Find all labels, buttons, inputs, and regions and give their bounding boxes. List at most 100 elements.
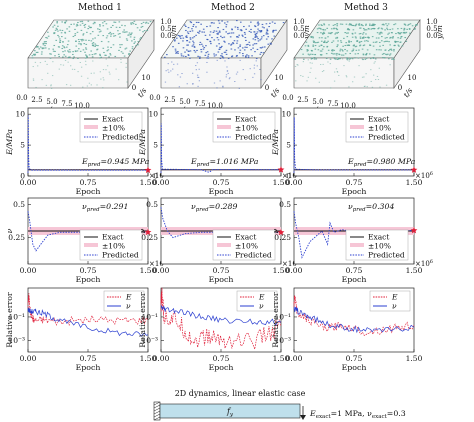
point-mark — [378, 67, 380, 69]
point-mark — [106, 35, 109, 37]
point-mark — [384, 29, 386, 31]
point-mark — [85, 48, 88, 50]
point-mark — [64, 32, 67, 34]
y-tick-label: 10⁻¹ — [141, 312, 158, 321]
predicted-line — [160, 123, 282, 173]
legend: Exact±10%Predicted — [212, 229, 276, 261]
point-mark — [222, 85, 224, 87]
point-mark — [187, 27, 190, 29]
point-mark — [310, 35, 312, 38]
point-mark — [372, 45, 375, 47]
error-E-line — [27, 293, 149, 327]
point-mark — [218, 30, 221, 32]
point-mark — [384, 37, 387, 39]
point-mark — [372, 41, 375, 43]
point-mark — [389, 44, 391, 46]
point-mark — [217, 32, 220, 34]
point-mark — [318, 27, 320, 29]
point-mark — [306, 80, 308, 82]
point-mark — [39, 62, 42, 64]
predicted-value-label: Epred=0.945 MPa — [81, 157, 150, 168]
point-mark — [243, 25, 245, 28]
point-mark — [311, 53, 314, 55]
point-mark — [312, 40, 315, 42]
point-mark — [337, 31, 340, 33]
point-mark — [374, 24, 376, 26]
load-arrowhead — [300, 415, 306, 420]
point-mark — [351, 32, 354, 34]
t-tick-label: 0 — [265, 84, 269, 92]
point-mark — [128, 54, 130, 56]
point-mark — [55, 27, 58, 29]
point-mark — [200, 51, 203, 53]
point-mark — [96, 49, 98, 51]
point-mark — [389, 64, 391, 66]
point-mark — [213, 30, 216, 32]
point-mark — [82, 86, 84, 88]
predicted-line — [160, 207, 282, 239]
point-mark — [379, 86, 381, 88]
point-mark — [295, 80, 297, 82]
point-mark — [351, 33, 354, 35]
x-tick-label: 0.00 — [20, 354, 37, 363]
point-mark — [102, 69, 105, 71]
point-mark — [53, 24, 56, 26]
point-mark — [401, 45, 404, 47]
point-mark — [202, 45, 204, 47]
point-mark — [167, 69, 169, 71]
point-mark — [348, 24, 351, 26]
point-mark — [58, 36, 60, 38]
point-mark — [344, 53, 347, 55]
point-mark — [226, 66, 228, 68]
point-mark — [230, 48, 233, 50]
point-mark — [244, 79, 246, 81]
point-mark — [262, 35, 265, 37]
point-mark — [32, 78, 35, 80]
final-star — [410, 226, 418, 234]
point-mark — [112, 33, 115, 35]
point-mark — [415, 24, 417, 26]
x-tick-label: 1.50 — [140, 266, 157, 275]
point-mark — [217, 27, 219, 29]
point-mark — [105, 58, 107, 60]
point-mark — [370, 28, 373, 30]
point-mark — [336, 52, 338, 55]
error-nu-line — [293, 306, 415, 334]
x-tick-label: 0.75 — [346, 178, 363, 187]
point-mark — [63, 54, 65, 56]
point-mark — [179, 37, 182, 39]
point-mark — [177, 51, 179, 53]
point-mark — [186, 44, 188, 46]
x-axis-label: Epoch — [209, 363, 234, 372]
point-mark — [197, 76, 199, 78]
point-mark — [142, 21, 145, 23]
point-mark — [174, 48, 177, 50]
point-mark — [114, 21, 117, 23]
x-axis-label: Epoch — [342, 187, 367, 196]
point-mark — [39, 46, 42, 48]
point-mark — [225, 31, 228, 33]
point-mark — [37, 65, 39, 67]
x-axis-label: Epoch — [209, 187, 234, 196]
point-mark — [78, 43, 80, 45]
y-tick-label: 0.5 — [13, 200, 25, 209]
point-mark — [64, 55, 67, 57]
point-mark — [236, 26, 239, 28]
point-mark — [325, 53, 328, 55]
point-mark — [50, 84, 52, 86]
point-mark — [177, 52, 179, 54]
x-tick-label: 1.50 — [406, 354, 423, 363]
point-mark — [45, 43, 47, 45]
point-mark — [32, 66, 34, 68]
y-tick-label: 0.0 — [426, 32, 437, 40]
point-mark — [75, 45, 78, 47]
legend: Exact±10%Predicted — [212, 111, 276, 143]
legend-exact-label: Exact — [368, 115, 389, 124]
point-mark — [362, 53, 365, 55]
cube-side-face — [393, 19, 421, 89]
point-mark — [318, 37, 321, 39]
y-axis-label: E/MPa — [5, 129, 14, 156]
point-mark — [348, 40, 350, 42]
point-mark — [56, 28, 58, 30]
point-mark — [66, 44, 69, 46]
